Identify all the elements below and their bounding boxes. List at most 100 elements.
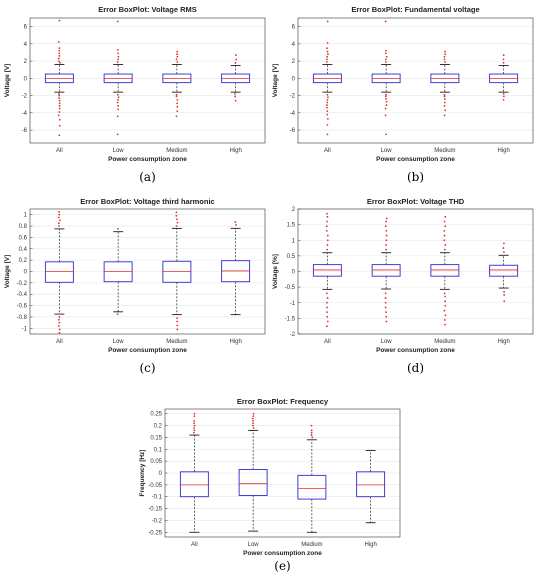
- outlier-point: [385, 307, 387, 309]
- outlier-point: [234, 62, 236, 64]
- outlier-point: [117, 21, 119, 23]
- x-tick-label: All: [324, 148, 331, 154]
- y-tick-label: 1: [24, 213, 28, 219]
- outlier-point: [59, 108, 61, 110]
- outlier-point: [327, 244, 329, 246]
- outlier-point: [326, 47, 328, 49]
- outlier-point: [327, 21, 329, 23]
- outlier-point: [58, 325, 60, 327]
- outlier-point: [326, 58, 328, 60]
- outlier-point: [444, 292, 446, 294]
- outlier-point: [176, 212, 178, 214]
- outlier-point: [385, 58, 387, 60]
- y-tick-label: -1: [22, 326, 28, 332]
- outlier-point: [327, 124, 329, 126]
- x-tick-label: High: [364, 542, 376, 548]
- outlier-point: [311, 437, 313, 439]
- outlier-point: [176, 218, 178, 220]
- chart-panel-4: -2-1.5-1-0.500.511.52All Low Medium HighErr…: [272, 197, 533, 375]
- outlier-point: [444, 235, 446, 237]
- outlier-point: [117, 133, 119, 135]
- box-high: [490, 242, 518, 302]
- x-tick-label: All: [56, 148, 63, 154]
- outlier-point: [326, 225, 328, 227]
- outlier-point: [235, 100, 237, 102]
- outlier-point: [117, 313, 119, 315]
- outlier-point: [58, 93, 60, 95]
- panel-caption: (b): [407, 170, 424, 184]
- outlier-point: [326, 325, 328, 327]
- box-low: [104, 21, 132, 136]
- panel-caption: (d): [407, 361, 424, 375]
- x-tick-label: High: [497, 148, 509, 154]
- outlier-point: [385, 52, 387, 54]
- outlier-point: [58, 134, 60, 136]
- y-tick-label: -2: [22, 94, 28, 100]
- y-tick-label: 4: [292, 42, 296, 48]
- box-medium: [163, 51, 191, 117]
- chart-title: Error BoxPlot: Voltage RMS: [98, 5, 197, 14]
- chart-title: Error BoxPlot: Voltage third harmonic: [80, 197, 214, 206]
- outlier-point: [326, 292, 328, 294]
- outlier-point: [193, 429, 195, 431]
- outlier-point: [235, 58, 237, 60]
- outlier-point: [386, 104, 388, 106]
- y-tick-label: 0: [292, 270, 296, 276]
- x-tick-label: Low: [113, 339, 125, 345]
- outlier-point: [386, 235, 388, 237]
- outlier-point: [311, 429, 313, 431]
- x-tick-label: All: [191, 542, 198, 548]
- outlier-point: [117, 61, 119, 63]
- outlier-point: [176, 96, 178, 98]
- y-tick-label: 0.25: [150, 412, 162, 418]
- y-tick-label: -0.1: [152, 495, 163, 501]
- box-low: [239, 413, 267, 531]
- box-medium: [431, 216, 459, 326]
- outlier-point: [385, 21, 387, 23]
- outlier-point: [59, 111, 61, 113]
- outlier-point: [58, 222, 60, 224]
- outlier-point: [58, 95, 60, 97]
- y-tick-label: 0.2: [19, 258, 28, 264]
- outlier-point: [58, 50, 60, 52]
- outlier-point: [193, 432, 195, 434]
- chart-panel-1: -6-4-20246All Low Medium HighError BoxPlot:…: [4, 5, 265, 184]
- iqr-box: [490, 265, 518, 276]
- outlier-point: [117, 52, 119, 54]
- box-medium: [298, 425, 326, 533]
- outlier-point: [117, 56, 119, 58]
- outlier-point: [444, 102, 446, 104]
- outlier-point: [117, 108, 119, 110]
- outlier-point: [385, 239, 387, 241]
- outlier-point: [58, 52, 60, 54]
- outlier-point: [176, 53, 178, 55]
- outlier-point: [252, 418, 254, 420]
- outlier-point: [327, 235, 329, 237]
- outlier-point: [58, 60, 60, 62]
- x-tick-label: All: [324, 339, 331, 345]
- outlier-point: [326, 230, 328, 232]
- box-all: [313, 213, 341, 327]
- outlier-point: [503, 96, 505, 98]
- outlier-point: [444, 56, 446, 58]
- outlier-point: [176, 317, 178, 319]
- x-tick-label: Low: [248, 542, 260, 548]
- outlier-point: [327, 42, 329, 44]
- outlier-point: [117, 99, 119, 101]
- outlier-point: [503, 62, 505, 64]
- box-low: [372, 217, 400, 322]
- outlier-point: [311, 434, 313, 436]
- y-tick-label: -0.5: [285, 285, 296, 291]
- outlier-point: [176, 102, 178, 104]
- outlier-point: [385, 221, 387, 223]
- outlier-point: [58, 214, 60, 216]
- outlier-point: [326, 307, 328, 309]
- outlier-point: [194, 425, 196, 427]
- outlier-point: [326, 249, 328, 251]
- y-tick-label: 1: [292, 238, 296, 244]
- x-tick-label: Low: [381, 339, 393, 345]
- outlier-point: [253, 427, 255, 429]
- chart-title: Error BoxPlot: Frequency: [237, 397, 329, 406]
- outlier-point: [385, 94, 387, 96]
- y-tick-label: -0.25: [148, 530, 162, 536]
